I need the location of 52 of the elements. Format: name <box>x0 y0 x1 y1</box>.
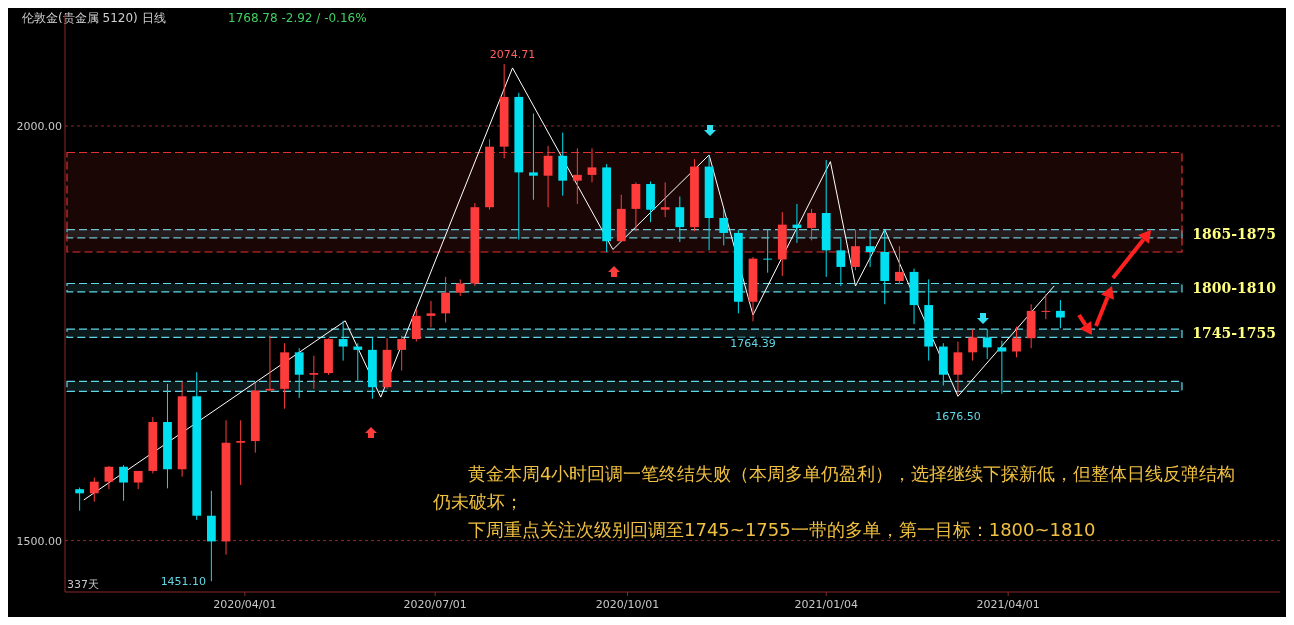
chart-subtitle: 1768.78 -2.92 / -0.16% <box>228 11 367 25</box>
candlestick <box>119 464 128 502</box>
candlestick <box>982 328 992 360</box>
y-tick-label: 1500.00 <box>16 534 62 548</box>
x-tick-label: 2020/07/01 <box>403 598 467 611</box>
annotation: 337天 <box>67 578 99 591</box>
candlestick <box>397 335 407 372</box>
annotation: 黄金本周4小时回调一笔终结失败（本周多单仍盈利），选择继续下探新低，但整体日线反弹结构仍未破坏； <box>432 463 1236 512</box>
candlestick <box>309 355 319 390</box>
x-tick-label: 2021/01/04 <box>794 598 858 611</box>
candlestick <box>1041 293 1051 320</box>
candlestick <box>353 342 363 382</box>
candlestick <box>660 181 670 218</box>
candlestick <box>441 276 450 323</box>
candlestick <box>587 147 597 183</box>
candlestick <box>851 229 860 271</box>
x-tick-label: 2020/04/01 <box>213 598 277 611</box>
candlestick <box>997 340 1007 395</box>
candlestick <box>294 347 304 399</box>
candlestick <box>529 113 538 201</box>
candlestick <box>104 465 114 490</box>
annotation: 1676.50 <box>935 410 981 424</box>
band-label: 1800-1810 <box>1192 279 1277 296</box>
y-tick-label: 2000.00 <box>16 119 62 133</box>
candlestick <box>426 300 436 328</box>
candlestick <box>865 229 875 268</box>
annotation: 2074.71 <box>489 48 536 61</box>
annotation: 1451.10 <box>160 575 207 589</box>
candlestick <box>953 341 963 395</box>
band-label: 1865-1875 <box>1192 225 1276 242</box>
candlestick <box>236 419 246 486</box>
candlestick <box>1056 299 1065 329</box>
x-tick-label: 2021/04/01 <box>976 598 1040 611</box>
annotation: 下周重点关注次级别回调至1745~1755一带的多单，第一目标：1800~1810 <box>468 519 1096 540</box>
chart-title: 伦敦金(贵金属 5120) 日线 <box>22 11 166 25</box>
candlestick <box>675 195 685 243</box>
band-label: 1745-1755 <box>1192 325 1276 342</box>
candlestick <box>719 208 729 246</box>
annotation: 1764.39 <box>730 337 776 351</box>
candlestick <box>836 238 846 287</box>
candlestick <box>411 308 421 343</box>
candlestick <box>1012 326 1021 358</box>
candlestick <box>543 145 553 208</box>
candlestick <box>338 320 348 362</box>
candlestick <box>763 229 773 274</box>
x-tick-label: 2020/10/01 <box>595 598 660 611</box>
candlestick <box>75 487 85 512</box>
candlestick <box>807 208 816 241</box>
candlestick <box>89 477 99 503</box>
candlestick <box>895 245 904 285</box>
candlestick <box>572 147 582 205</box>
candlestick <box>968 328 977 362</box>
